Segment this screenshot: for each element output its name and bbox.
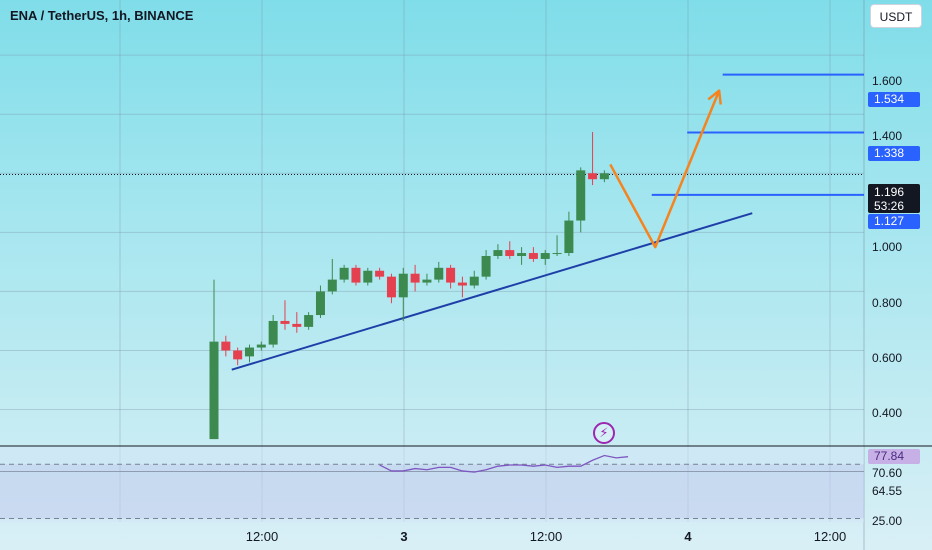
price-tick-label: 0.800 [872, 296, 903, 310]
level-tag-1534: 1.534 [868, 92, 920, 107]
projection-path [609, 90, 721, 249]
lightning-bolt-icon[interactable]: ⚡ [593, 422, 615, 444]
drawings [0, 73, 864, 371]
time-tick-label: 12:00 [245, 529, 279, 544]
price-tick-label: 1.000 [872, 240, 903, 254]
rsi-tick-label: 70.60 [872, 466, 903, 480]
candle-down [280, 320, 290, 324]
price-tick-label: 0.600 [872, 351, 903, 365]
candle-up [363, 270, 373, 283]
candle-down [457, 282, 467, 286]
candle-up [422, 279, 432, 283]
trendline [231, 212, 753, 371]
currency-button[interactable]: USDT [870, 4, 922, 28]
current-price-tag: 1.196 53:26 [868, 184, 920, 213]
price-tick-label: 1.600 [872, 74, 903, 88]
rsi-tick-label: 25.00 [872, 514, 903, 528]
candle-up [576, 170, 586, 221]
candle-up [599, 173, 609, 180]
candle-up [398, 273, 408, 298]
price-tick-label: 0.400 [872, 406, 903, 420]
candle-down [446, 267, 456, 283]
candle-up [540, 253, 550, 259]
rsi-current-tag: 77.84 [868, 449, 920, 464]
candle-up [339, 267, 349, 280]
candle-up [244, 347, 254, 357]
candle-down [221, 341, 231, 351]
time-tick-label: 4 [684, 529, 692, 544]
chart-title: ENA / TetherUS, 1h, BINANCE [10, 8, 194, 23]
rsi-line [379, 454, 629, 473]
rsi-band [0, 464, 864, 519]
candle-up [434, 267, 444, 280]
level-tag-1338: 1.338 [868, 146, 920, 161]
candle-up [469, 276, 479, 286]
candle-down [410, 273, 420, 283]
rsi-tick-label: 64.55 [872, 484, 903, 498]
candle-down [588, 173, 598, 180]
current-price-value: 1.196 [874, 185, 905, 199]
candle-up [552, 253, 562, 255]
candle-down [386, 276, 396, 298]
candle-down [375, 270, 385, 277]
candle-down [505, 250, 515, 256]
candle-up [564, 220, 574, 254]
candle-down [528, 253, 538, 259]
candles [209, 131, 609, 440]
level-tag-1127: 1.127 [868, 214, 920, 229]
candle-up [481, 255, 491, 277]
time-tick-label: 12:00 [529, 529, 563, 544]
candle-up [209, 341, 219, 440]
time-tick-label: 3 [400, 529, 408, 544]
candle-down [292, 323, 302, 327]
candle-up [304, 315, 314, 327]
time-tick-label: 12:00 [813, 529, 847, 544]
candle-up [256, 344, 266, 348]
candle-down [351, 267, 361, 283]
candle-up [315, 291, 325, 316]
candle-down [233, 350, 243, 360]
candle-up [268, 320, 278, 345]
candle-up [517, 253, 527, 256]
rsi-background [0, 446, 864, 522]
price-tick-label: 1.400 [872, 129, 903, 143]
rsi-pane [0, 445, 932, 522]
candle-up [327, 279, 337, 292]
projection-arrowhead [707, 89, 722, 105]
candle-up [493, 250, 503, 256]
bar-countdown: 53:26 [874, 199, 905, 213]
